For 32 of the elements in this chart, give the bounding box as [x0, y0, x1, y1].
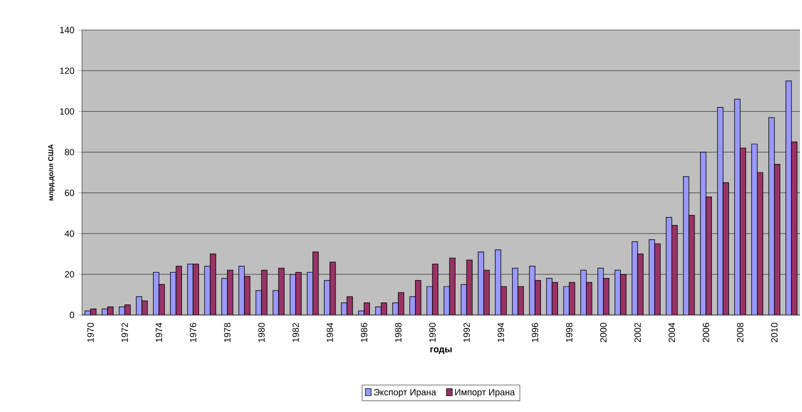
y-tick-label: 100	[60, 108, 74, 115]
x-tick-label: 1972	[122, 322, 128, 342]
y-tick-label: 0	[70, 312, 74, 318]
y-tick-label: 20	[64, 271, 74, 278]
y-tick-label: 60	[64, 190, 74, 196]
y-tick-label: 40	[64, 230, 74, 237]
x-tick-label: 2008	[736, 322, 744, 342]
legend-label: Экспорт Ирана	[374, 389, 436, 398]
x-tick-label: 2000	[600, 322, 607, 342]
x-tick-label: 2004	[668, 322, 675, 342]
x-tick-label: 1998	[566, 322, 572, 342]
y-tick-label: 80	[64, 148, 74, 156]
x-tick-label: 1990	[429, 322, 436, 342]
x-tick-label: 1986	[360, 322, 368, 342]
x-tick-label: 1994	[498, 322, 504, 342]
y-tick-label: 120	[60, 68, 74, 74]
x-tick-label: 1970	[87, 322, 94, 342]
x-tick-label: 2002	[634, 322, 641, 342]
y-tick-label: 140	[60, 26, 74, 34]
x-tick-label: 1982	[292, 322, 299, 342]
x-tick-label: 1992	[463, 322, 470, 342]
x-tick-label: 1988	[395, 322, 402, 342]
x-tick-label: 1974	[156, 322, 162, 342]
x-tick-label: 1984	[326, 322, 334, 342]
x-axis-title: годы	[430, 347, 452, 354]
x-tick-label: 2006	[702, 322, 710, 342]
x-tick-label: 1996	[532, 322, 538, 342]
legend-label: Импорт Ирана	[455, 389, 515, 398]
x-tick-label: 2010	[771, 322, 778, 342]
x-tick-label: 1976	[190, 322, 196, 342]
x-tick-label: 1980	[258, 322, 265, 342]
x-tick-label: 1978	[224, 322, 231, 342]
